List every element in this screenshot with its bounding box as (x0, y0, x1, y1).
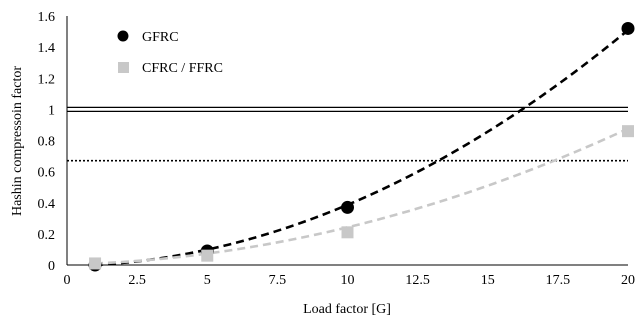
data-point-gfrc (341, 200, 354, 214)
reference-lines (67, 106, 628, 162)
data-point-cfrc-ffrc (622, 125, 634, 138)
x-tick-label: 12.5 (405, 273, 430, 288)
x-tick-label: 7.5 (269, 273, 287, 288)
data-point-cfrc-ffrc (341, 226, 354, 239)
data-point-cfrc-ffrc (201, 249, 214, 262)
y-tick-label: 0.4 (38, 197, 56, 212)
y-tick-label: 0 (48, 259, 55, 274)
trend-line-series-0 (94, 29, 629, 267)
trend-line-series-1 (94, 127, 629, 265)
legend: GFRC CFRC / FFRC (117, 30, 223, 76)
x-tick-label: 0 (64, 273, 71, 288)
x-tick-label: 15 (481, 273, 495, 288)
y-tick-label: 0.8 (38, 135, 56, 150)
trend-lines (94, 29, 629, 267)
y-tick-label: 0.6 (38, 166, 56, 181)
x-tick-label: 2.5 (128, 273, 146, 288)
axes (66, 16, 628, 266)
data-point-gfrc (621, 21, 635, 35)
y-tick-label: 1.6 (38, 10, 56, 25)
data-point-cfrc-ffrc (89, 257, 102, 270)
y-tick-label: 1 (48, 103, 55, 118)
x-tick-label: 10 (341, 273, 355, 288)
y-tick-label: 1.4 (38, 41, 56, 56)
y-axis-title: Hashin compressoin factor (10, 66, 25, 216)
legend-label-cfrc-ffrc: CFRC / FFRC (142, 61, 223, 76)
y-tick-label: 1.2 (38, 72, 56, 87)
y-tick-label: 0.2 (38, 228, 56, 243)
x-tick-label: 20 (621, 273, 635, 288)
y-tick-labels: 0 0.2 0.4 0.6 0.8 1 1.2 1.4 1.6 (38, 10, 56, 274)
x-tick-label: 5 (204, 273, 211, 288)
x-axis-title: Load factor [G] (303, 302, 391, 317)
legend-marker-cfrc-ffrc (118, 62, 129, 73)
legend-marker-gfrc (117, 30, 129, 42)
legend-label-gfrc: GFRC (142, 30, 179, 45)
data-points (88, 21, 635, 272)
x-tick-labels: 0 2.5 5 7.5 10 12.5 15 17.5 20 (64, 273, 636, 288)
x-tick-label: 17.5 (546, 273, 571, 288)
